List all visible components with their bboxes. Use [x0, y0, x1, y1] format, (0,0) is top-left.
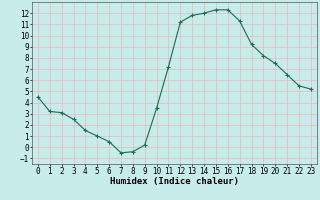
X-axis label: Humidex (Indice chaleur): Humidex (Indice chaleur): [110, 177, 239, 186]
